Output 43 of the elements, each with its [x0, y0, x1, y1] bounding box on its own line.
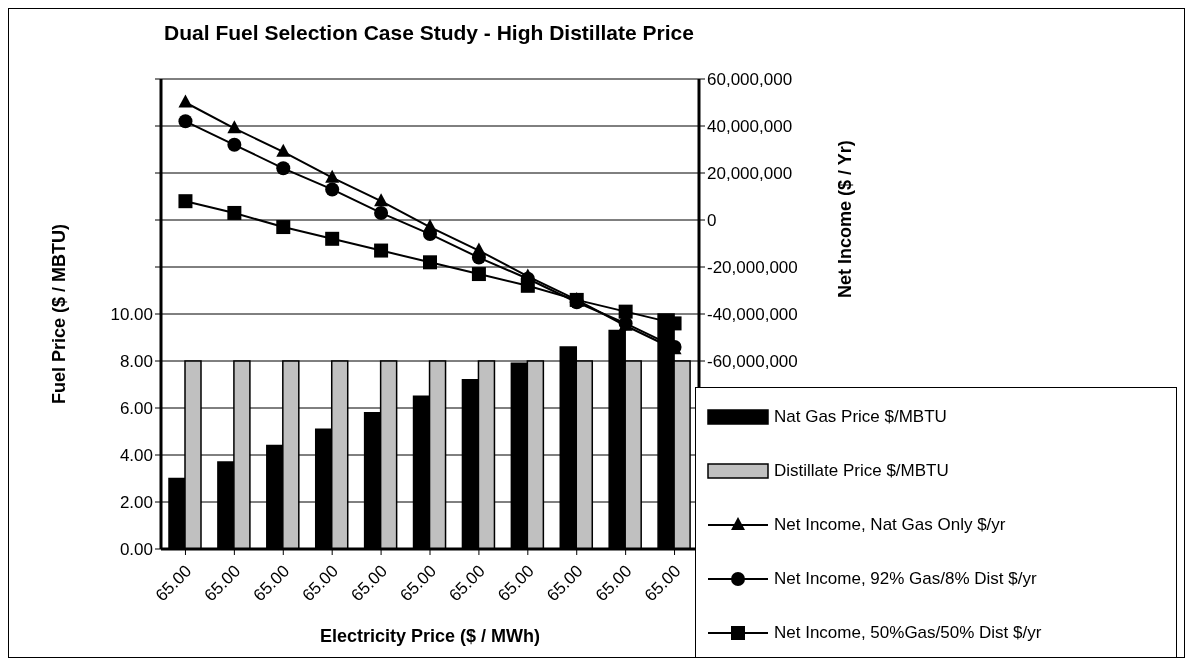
point	[423, 227, 437, 242]
point	[276, 220, 291, 235]
y2-tick-label: 40,000,000	[707, 117, 793, 137]
point	[374, 205, 389, 220]
point	[520, 278, 535, 293]
point	[276, 143, 291, 157]
point	[374, 193, 389, 207]
y-tick-label: 10.00	[110, 305, 153, 325]
point	[227, 205, 242, 220]
y2-tick-label: 20,000,000	[707, 164, 793, 184]
point	[471, 267, 486, 282]
y-tick-label: 6.00	[119, 399, 153, 419]
legend-label: Net Income, 50%Gas/50% Dist $/yr	[774, 623, 1042, 643]
y-tick-label: 4.00	[119, 446, 153, 466]
y2-tick-label: 60,000,000	[707, 70, 793, 90]
x-axis-title: Electricity Price ($ / MWh)	[319, 626, 541, 646]
point	[227, 137, 242, 152]
y2-tick-label: -40,000,000	[707, 305, 798, 325]
point	[227, 120, 242, 134]
y-tick-label: 0.00	[119, 540, 153, 560]
point	[178, 194, 193, 209]
y2-tick-label: -20,000,000	[707, 258, 798, 278]
point	[178, 114, 193, 129]
point	[325, 182, 340, 197]
legend-label: Nat Gas Price $/MBTU	[774, 407, 947, 427]
y-axis-title: Fuel Price ($ / MBTU)	[49, 223, 70, 405]
point	[374, 243, 389, 258]
point	[325, 231, 340, 246]
y2-tick-label: 0	[707, 211, 717, 231]
point	[276, 161, 291, 176]
legend-label: Net Income, Nat Gas Only $/yr	[774, 515, 1006, 535]
y2-tick-label: -60,000,000	[707, 352, 798, 372]
legend-label: Distillate Price $/MBTU	[774, 461, 949, 481]
y2-axis-title: Net Income ($ / Yr)	[835, 139, 856, 300]
point	[471, 250, 486, 265]
point	[178, 94, 193, 108]
point	[618, 304, 633, 319]
point	[325, 169, 340, 183]
point	[423, 255, 437, 270]
chart-title: Dual Fuel Selection Case Study - High Distillate Price	[163, 21, 695, 45]
y-tick-label: 8.00	[119, 352, 153, 372]
y-tick-label: 2.00	[119, 493, 153, 513]
legend-label: Net Income, 92% Gas/8% Dist $/yr	[774, 569, 1037, 589]
